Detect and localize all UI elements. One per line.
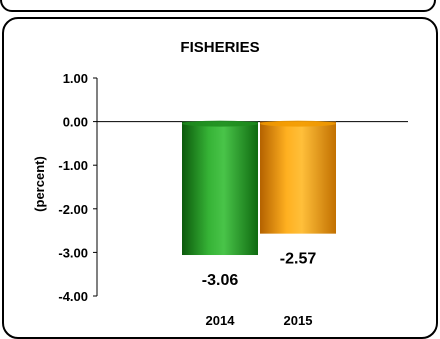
data-label: -3.06 bbox=[202, 272, 239, 289]
x-tick-label: 2014 bbox=[206, 313, 236, 328]
bar-2015 bbox=[260, 121, 336, 234]
chart-title: FISHERIES bbox=[180, 39, 259, 56]
bar-cap-2015 bbox=[260, 120, 336, 127]
data-label: -2.57 bbox=[280, 251, 317, 268]
y-tick-label: -1.00 bbox=[58, 158, 88, 173]
bar-2014 bbox=[182, 121, 258, 256]
y-tick-label: -3.00 bbox=[58, 245, 88, 260]
y-tick-label: 0.00 bbox=[63, 115, 88, 130]
x-tick-label: 2015 bbox=[284, 313, 313, 328]
y-axis-label: (percent) bbox=[32, 156, 47, 212]
y-tick-label: -4.00 bbox=[58, 289, 88, 304]
bar-cap-2014 bbox=[182, 120, 258, 127]
y-tick-label: 1.00 bbox=[63, 71, 88, 86]
fisheries-chart: FISHERIES (percent) 1.00 0.00 -1.00 -2.00 -3… bbox=[32, 39, 408, 328]
y-tick-label: -2.00 bbox=[58, 202, 88, 217]
